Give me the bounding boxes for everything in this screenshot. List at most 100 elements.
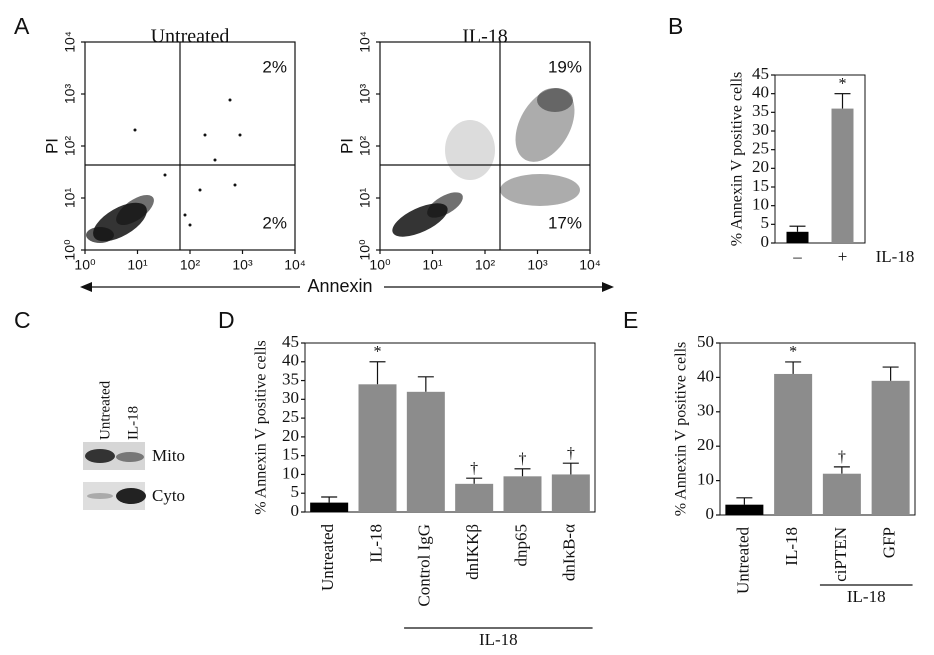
x-tick-label: Untreated: [733, 527, 752, 595]
y-tick-label: 30: [282, 388, 299, 407]
y-tick-label: 0: [706, 504, 715, 523]
y-tick-label: 30: [697, 401, 714, 420]
plot-frame: [719, 342, 916, 516]
bar: [503, 476, 542, 512]
blot: [83, 442, 146, 510]
y-tick-label: 10²: [62, 136, 78, 157]
y-tick-label: 10¹: [62, 188, 78, 209]
bar: [725, 504, 764, 515]
group-label: IL-18: [847, 587, 886, 606]
panel-letter: E: [623, 307, 638, 333]
y-axis-label: PI: [42, 138, 61, 154]
y-tick-label: 25: [752, 139, 769, 158]
y-tick-label: 10⁰: [62, 239, 78, 261]
quadrant-label: 2%: [262, 213, 287, 232]
y-tick-label: 10³: [357, 84, 373, 105]
bar: [774, 373, 813, 515]
lane-label: Untreated: [97, 380, 113, 440]
row-label: Mito: [152, 446, 185, 465]
significance-mark: *: [839, 75, 847, 92]
group-label: IL-18: [479, 630, 518, 649]
x-tick-label: 10⁰: [369, 257, 391, 273]
significance-mark: *: [374, 343, 382, 360]
cloud: [86, 88, 580, 243]
y-tick-label: 0: [761, 232, 770, 251]
chart-title: IL-18: [462, 26, 508, 48]
y-tick-label: 45: [752, 64, 769, 83]
y-tick-label: 15: [282, 445, 299, 464]
y-tick-label: 10⁴: [357, 31, 373, 53]
x-tick-label: dnp65: [511, 524, 530, 567]
y-tick-label: 10: [282, 463, 299, 482]
y-tick-label: 40: [752, 83, 769, 102]
x-tick-label: Untreated: [318, 524, 337, 592]
annexin-arrow: [80, 282, 614, 292]
x-tick-label: 10¹: [422, 257, 443, 273]
quadrant-label: 17%: [548, 213, 582, 232]
panel-letter: C: [14, 307, 31, 333]
x-tick-label: GFP: [880, 527, 899, 558]
y-tick-label: 35: [282, 369, 299, 388]
y-tick-label: 5: [761, 213, 770, 232]
bar: [822, 473, 861, 515]
significance-mark: †: [838, 449, 846, 466]
x-tick-label: Control IgG: [415, 524, 434, 607]
x-tick-label: 10²: [475, 257, 496, 273]
y-tick-label: 45: [282, 332, 299, 351]
y-tick-label: 10⁰: [357, 239, 373, 261]
bar: [455, 483, 494, 512]
bar: [786, 231, 809, 243]
bar: [310, 502, 349, 512]
plot-frame: [774, 74, 866, 244]
y-tick-label: 10³: [62, 84, 78, 105]
y-tick-label: 10⁴: [62, 31, 78, 53]
chart-title: Untreated: [151, 26, 230, 48]
x-tick-label: –: [792, 247, 802, 266]
y-tick-label: 30: [752, 120, 769, 139]
plot-frame: [304, 342, 596, 513]
y-axis-label: % Annexin V positive cells: [253, 340, 270, 515]
y-axis-label: % Annexin V positive cells: [729, 72, 746, 247]
x-tick-label: 10⁴: [579, 257, 601, 273]
significance-mark: †: [519, 450, 527, 467]
significance-mark: †: [470, 460, 478, 477]
x-tick-label: dnIKKβ: [463, 524, 482, 580]
row-label: Cyto: [152, 486, 185, 505]
y-tick-label: 0: [291, 501, 300, 520]
bar: [406, 391, 445, 512]
panel-letter: A: [14, 13, 30, 39]
x-axis-label: Annexin: [307, 276, 372, 296]
y-tick-label: 20: [752, 157, 769, 176]
bar: [871, 380, 910, 515]
x-tick-label: 10³: [527, 257, 548, 273]
x-tick-label: 10²: [180, 257, 201, 273]
y-tick-label: 20: [697, 435, 714, 454]
significance-mark: *: [789, 344, 797, 361]
bar: [551, 474, 590, 512]
quadrant-label: 2%: [262, 57, 287, 76]
lane-label: IL-18: [125, 406, 141, 440]
x-tick-label: IL-18: [366, 524, 385, 563]
y-tick-label: 10: [752, 195, 769, 214]
bar: [831, 108, 854, 243]
x-tick-label: 10⁴: [284, 257, 306, 273]
y-tick-label: 15: [752, 176, 769, 195]
y-tick-label: 10²: [357, 136, 373, 157]
y-tick-label: 25: [282, 407, 299, 426]
significance-mark: †: [567, 445, 575, 462]
y-tick-label: 10¹: [357, 188, 373, 209]
x-tick-label: IL-18: [782, 527, 801, 566]
panel-letter: B: [668, 13, 683, 39]
panel-letter: D: [218, 307, 235, 333]
x-tick-label: dnIκB-α: [560, 524, 579, 581]
y-tick-label: 20: [282, 426, 299, 445]
x-tick-label: 10⁰: [74, 257, 96, 273]
y-tick-label: 5: [291, 482, 300, 501]
y-tick-label: 40: [282, 351, 299, 370]
quadrant-label: 19%: [548, 57, 582, 76]
x-tick-label: ciPTEN: [831, 527, 850, 582]
y-axis-label: % Annexin V positive cells: [673, 342, 690, 517]
y-tick-label: 50: [697, 332, 714, 351]
y-tick-label: 40: [697, 366, 714, 385]
